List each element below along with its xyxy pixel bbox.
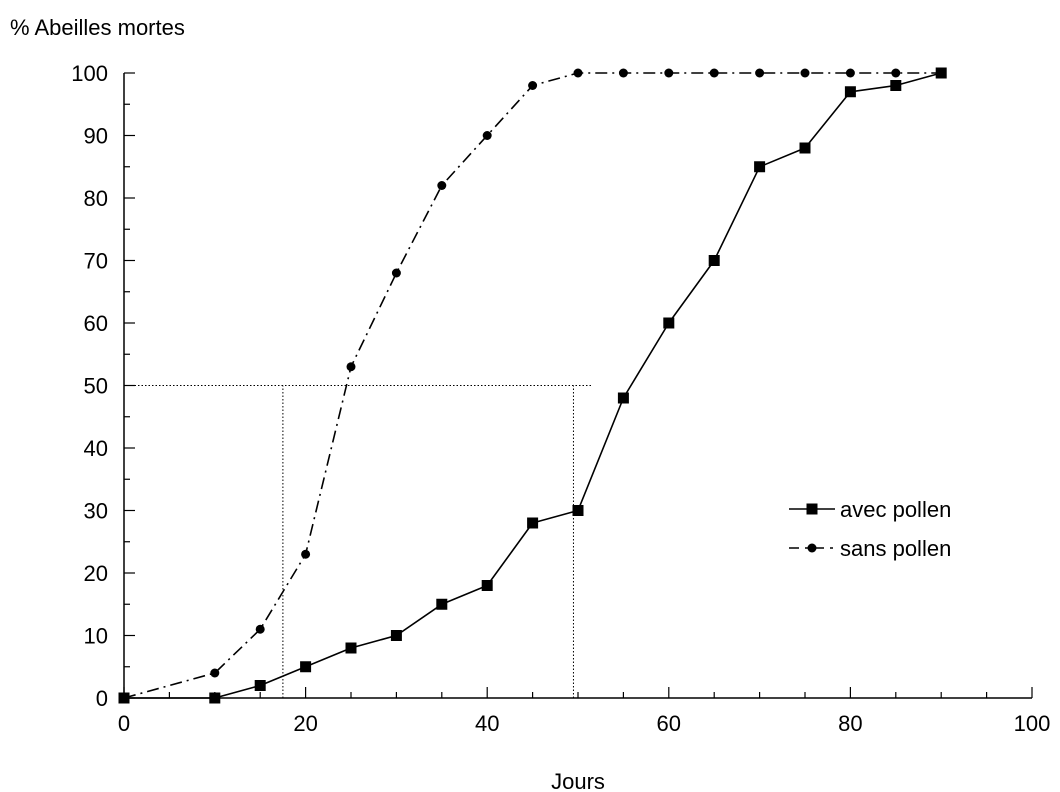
y-tick-label: 0 bbox=[96, 686, 108, 711]
data-point-avec-pollen bbox=[799, 142, 811, 154]
data-point-sans-pollen bbox=[119, 693, 129, 703]
x-tick-label: 40 bbox=[475, 711, 499, 736]
data-point-sans-pollen bbox=[255, 624, 265, 634]
y-tick-label: 20 bbox=[84, 561, 108, 586]
data-point-sans-pollen bbox=[210, 668, 220, 678]
data-point-sans-pollen bbox=[664, 68, 674, 78]
y-tick-label: 50 bbox=[84, 374, 108, 399]
data-point-avec-pollen bbox=[663, 317, 675, 329]
x-axis-title: Jours bbox=[551, 769, 605, 792]
data-point-sans-pollen bbox=[391, 268, 401, 278]
y-tick-label: 90 bbox=[84, 124, 108, 149]
x-tick-label: 20 bbox=[293, 711, 317, 736]
data-point-sans-pollen bbox=[891, 68, 901, 78]
reference-lines bbox=[124, 385, 592, 698]
data-point-sans-pollen bbox=[437, 181, 447, 190]
y-tick-label: 60 bbox=[84, 311, 108, 336]
data-point-sans-pollen bbox=[301, 549, 311, 559]
x-tick-label: 0 bbox=[118, 711, 130, 736]
data-point-avec-pollen bbox=[890, 80, 902, 91]
y-tick-label: 40 bbox=[84, 436, 108, 461]
data-point-avec-pollen bbox=[300, 661, 312, 673]
data-point-avec-pollen bbox=[617, 392, 629, 404]
axes bbox=[123, 73, 1032, 699]
data-point-sans-pollen bbox=[573, 68, 583, 78]
series-lines bbox=[123, 72, 942, 699]
data-point-avec-pollen bbox=[844, 86, 856, 98]
legend-label-avec-pollen: avec pollen bbox=[840, 497, 951, 522]
x-tick-label: 80 bbox=[838, 711, 862, 736]
y-tick-label: 10 bbox=[84, 624, 108, 649]
y-tick-label: 70 bbox=[84, 249, 108, 274]
data-point-sans-pollen bbox=[755, 68, 765, 78]
tick-labels: 0 20 40 60 80 100 0 10 20 30 40 50 60 70 80 90 100 bbox=[71, 61, 1050, 736]
data-point-sans-pollen bbox=[709, 68, 719, 78]
y-axis-title: % Abeilles mortes bbox=[10, 15, 185, 40]
legend-marker-sans-pollen bbox=[807, 543, 817, 553]
data-point-avec-pollen bbox=[209, 692, 221, 704]
data-point-avec-pollen bbox=[390, 630, 402, 641]
y-tick-label: 100 bbox=[71, 61, 108, 86]
data-point-avec-pollen bbox=[436, 598, 448, 610]
data-point-sans-pollen bbox=[482, 131, 492, 140]
data-point-sans-pollen bbox=[528, 81, 538, 90]
y-tick-label: 80 bbox=[84, 186, 108, 211]
data-point-avec-pollen bbox=[481, 580, 493, 591]
data-point-sans-pollen bbox=[845, 68, 855, 78]
data-point-avec-pollen bbox=[527, 517, 539, 529]
series-markers bbox=[118, 67, 947, 704]
x-tick-label: 100 bbox=[1014, 711, 1051, 736]
data-point-avec-pollen bbox=[254, 680, 266, 691]
legend-marker-avec-pollen bbox=[806, 503, 818, 515]
series-line-sans-pollen bbox=[123, 72, 942, 699]
x-tick-label: 60 bbox=[657, 711, 681, 736]
y-tick-label: 30 bbox=[84, 499, 108, 524]
ticks bbox=[123, 72, 1033, 699]
data-point-avec-pollen bbox=[708, 255, 720, 266]
data-point-sans-pollen bbox=[800, 68, 810, 78]
data-point-avec-pollen bbox=[754, 161, 766, 173]
series-line-avec-pollen bbox=[124, 72, 942, 699]
data-point-sans-pollen bbox=[618, 68, 628, 78]
data-point-sans-pollen bbox=[936, 68, 946, 78]
data-point-sans-pollen bbox=[346, 362, 356, 372]
data-point-avec-pollen bbox=[345, 642, 357, 654]
data-point-avec-pollen bbox=[572, 505, 584, 516]
legend: avec pollen sans pollen bbox=[789, 497, 951, 561]
legend-label-sans-pollen: sans pollen bbox=[840, 536, 951, 561]
